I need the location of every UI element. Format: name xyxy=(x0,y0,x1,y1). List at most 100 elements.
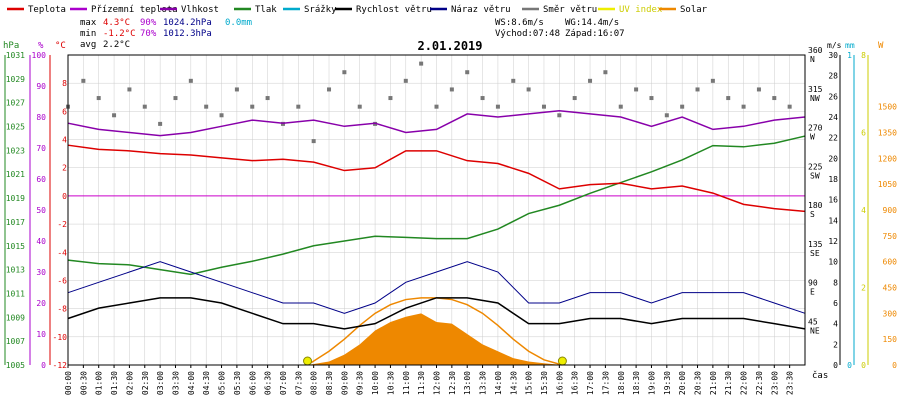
wind-speed-tick-label: 2 xyxy=(833,340,838,349)
x-tick-label: 22:00 xyxy=(740,371,749,395)
wind-speed-line xyxy=(67,297,806,330)
temperature-tick-label: -6 xyxy=(57,276,67,285)
wind-direction-tick-dir: SE xyxy=(810,249,820,258)
temperature-tick-label: 4 xyxy=(62,136,67,145)
x-tick-label: 03:30 xyxy=(171,371,180,395)
solar-tick-label: 1500 xyxy=(878,103,897,112)
sunrise: Východ:07:48 xyxy=(495,29,560,39)
x-tick-label: 12:30 xyxy=(448,371,457,395)
wind-direction-point xyxy=(588,78,593,83)
x-tick-label: 17:30 xyxy=(601,371,610,395)
x-tick-label: 20:00 xyxy=(678,371,687,395)
wind-speed-tick-label: 6 xyxy=(833,299,838,308)
temperature-tick-label: -4 xyxy=(57,248,67,257)
stat-min-temp: -1.2°C xyxy=(103,29,136,39)
wind-direction-point xyxy=(787,104,792,109)
wind-direction-point xyxy=(726,96,731,101)
wind-speed-tick-label: 8 xyxy=(833,278,838,287)
x-tick-label: 01:00 xyxy=(95,371,104,395)
wind-ws: WS:8.6m/s xyxy=(495,18,544,28)
plot-area xyxy=(66,55,806,366)
x-tick-label: 15:30 xyxy=(540,371,549,395)
wind-direction-point xyxy=(204,104,209,109)
wind-direction-point xyxy=(495,104,500,109)
x-tick-label: 15:00 xyxy=(525,371,534,395)
wind-direction-tick-dir: SW xyxy=(810,171,820,180)
x-tick-label: 06:30 xyxy=(264,371,273,395)
wind-direction-point xyxy=(756,87,761,92)
temperature-tick-label: -8 xyxy=(57,305,67,314)
wind-direction-point xyxy=(772,96,777,101)
wind-direction-point xyxy=(219,113,224,118)
wind-direction-tick-label: 45 xyxy=(808,317,818,326)
humidity-tick-label: 10 xyxy=(36,330,46,339)
uv-tick-label: 2 xyxy=(861,284,866,293)
temperature-tick-label: 6 xyxy=(62,107,67,116)
uv-tick-label: 4 xyxy=(861,206,866,215)
x-tick-label: 02:00 xyxy=(125,371,134,395)
x-tick-label: 21:00 xyxy=(709,371,718,395)
temperature-unit: °C xyxy=(55,41,66,51)
legend-label: Náraz větru xyxy=(451,5,511,15)
wind-direction-point xyxy=(634,87,639,92)
wind-speed-tick-label: 28 xyxy=(828,72,838,81)
legend-label: Vlhkost xyxy=(181,5,219,15)
wind-direction-point xyxy=(664,113,669,118)
sunset: Západ:16:07 xyxy=(565,29,625,39)
x-tick-label: 09:30 xyxy=(356,371,365,395)
legend-label: Rychlost větru xyxy=(356,5,432,15)
stat-max-rain: 0.0mm xyxy=(225,18,252,28)
stat-avg-temp: 2.2°C xyxy=(103,40,130,50)
legend-label: UV index xyxy=(619,5,663,15)
wind-direction-point xyxy=(449,87,454,92)
solar-tick-label: 0 xyxy=(892,361,897,370)
wind-direction-point xyxy=(173,96,178,101)
wind-direction-point xyxy=(388,96,393,101)
humidity-tick-label: 20 xyxy=(36,299,46,308)
solar-area xyxy=(307,313,563,365)
solar-tick-label: 600 xyxy=(883,258,898,267)
wind-direction-point xyxy=(572,96,577,101)
wind-speed-tick-label: 18 xyxy=(828,175,838,184)
humidity-line xyxy=(67,110,806,137)
wind-direction-point xyxy=(541,104,546,109)
x-tick-label: 00:00 xyxy=(64,371,73,395)
wind-speed-tick-label: 0 xyxy=(833,361,838,370)
temperature-tick-label: -12 xyxy=(53,361,68,370)
x-tick-label: 04:00 xyxy=(187,371,196,395)
humidity-tick-label: 100 xyxy=(32,51,47,60)
pressure-tick-label: 1027 xyxy=(6,99,25,108)
wind-speed-tick-label: 10 xyxy=(828,258,838,267)
wind-direction-tick-label: 135 xyxy=(808,240,823,249)
x-tick-label: 23:00 xyxy=(770,371,779,395)
stat-min-press: 1012.3hPa xyxy=(163,29,212,39)
solar-tick-label: 450 xyxy=(883,284,898,293)
pressure-tick-label: 1007 xyxy=(6,337,25,346)
solar-tick-label: 1200 xyxy=(878,154,897,163)
wind-direction-point xyxy=(142,104,147,109)
x-tick-label: 16:30 xyxy=(571,371,580,395)
x-tick-label: 23:30 xyxy=(786,371,795,395)
wind-direction-point xyxy=(342,70,347,75)
wind-direction-tick-dir: S xyxy=(810,210,815,219)
x-unit-label: čas xyxy=(812,370,828,381)
uv-tick-label: 8 xyxy=(861,51,866,60)
title: 2.01.2019 xyxy=(417,39,482,53)
temperature-tick-label: -10 xyxy=(53,333,68,342)
wind-direction-tick-label: 225 xyxy=(808,162,823,171)
wind-direction-tick-dir: W xyxy=(810,133,815,142)
wind-speed-tick-label: 4 xyxy=(833,320,838,329)
rain-tick-label: 1 xyxy=(847,51,852,60)
x-tick-label: 19:30 xyxy=(663,371,672,395)
wind-direction-point xyxy=(680,104,685,109)
x-tick-label: 00:30 xyxy=(79,371,88,395)
stat-max-label: max xyxy=(80,18,97,28)
wind-direction-tick-label: 180 xyxy=(808,201,823,210)
wind-direction-point xyxy=(158,121,163,126)
stat-min-hum: 70% xyxy=(140,29,157,39)
pressure-tick-label: 1011 xyxy=(6,289,25,298)
humidity-tick-label: 40 xyxy=(36,237,46,246)
x-tick-label: 22:30 xyxy=(755,371,764,395)
rain-tick-label: 0 xyxy=(847,361,852,370)
wind-direction-tick-dir: NW xyxy=(810,94,820,103)
